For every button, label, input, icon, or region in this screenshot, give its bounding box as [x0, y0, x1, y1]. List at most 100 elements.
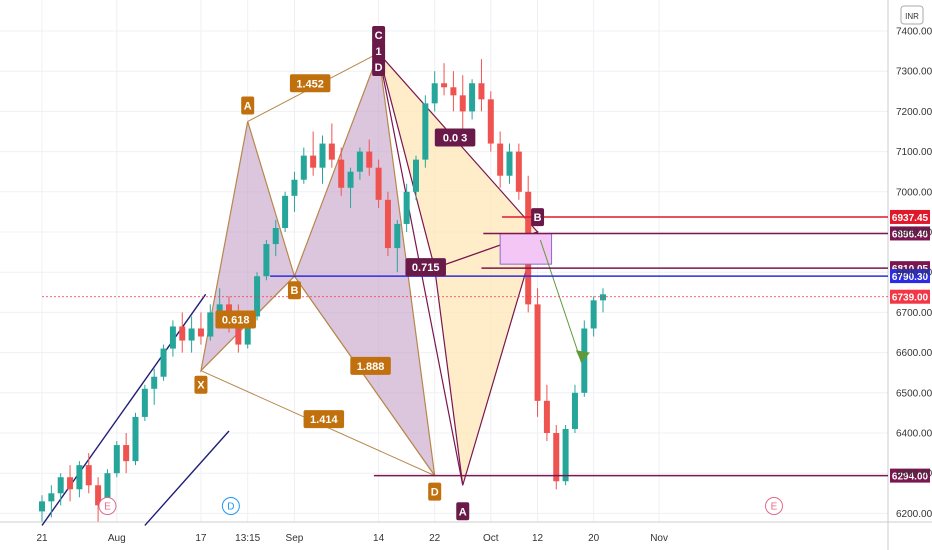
candle-body	[188, 328, 195, 341]
candle-body	[235, 320, 242, 345]
point-a2-label: A	[456, 502, 470, 521]
candle-body	[244, 316, 251, 345]
candle-body	[450, 87, 457, 96]
ratio-top-label-box	[434, 128, 476, 147]
candle-body	[506, 151, 513, 176]
point-b-label-text: B	[290, 285, 298, 297]
candle-body	[581, 328, 588, 393]
price-level-text: 6294.00	[892, 472, 929, 483]
event-marker[interactable]: E	[765, 497, 783, 515]
candle-body	[543, 400, 550, 433]
projection-arrow-line	[539, 239, 582, 363]
event-marker[interactable]: D	[221, 497, 240, 515]
candle-body	[431, 83, 438, 104]
candle-body	[85, 465, 92, 486]
ratio-mid-label-box	[405, 258, 446, 277]
point-b2-label-text: B	[534, 212, 542, 224]
x-tick-label: Oct	[483, 533, 499, 544]
x-tick-label: Aug	[108, 533, 126, 544]
candle-body	[338, 159, 345, 188]
event-marker-circle[interactable]	[98, 497, 117, 515]
price-level-label[interactable]: 6937.45	[890, 209, 930, 224]
point-b-label-box	[287, 281, 301, 300]
x-tick-label: 14	[373, 533, 385, 544]
candle-body	[375, 167, 382, 200]
y-tick-label: 6800.00	[896, 268, 932, 279]
point-d-label-text: D	[431, 487, 439, 499]
y-tick-label: 6900.00	[896, 228, 932, 239]
candle-body	[422, 103, 429, 160]
price-level-label[interactable]: 6790.30	[890, 269, 930, 284]
candle-body	[413, 159, 419, 192]
candle-body	[403, 191, 410, 224]
candle-body	[356, 151, 363, 172]
candles	[39, 59, 606, 522]
price-level-text: 6896.40	[892, 229, 929, 240]
ratio-xad-label-text: 1.414	[310, 414, 338, 426]
candle-body	[67, 477, 74, 490]
price-axis[interactable]: 6937.456896.406810.056790.306739.006294.…	[890, 27, 932, 520]
ratio-mid-label-text: 0.715	[412, 262, 440, 274]
candle-body	[207, 312, 214, 337]
candle-body	[169, 326, 176, 349]
candle-body	[347, 171, 354, 188]
x-tick-label: 17	[195, 533, 207, 544]
ratio-abc-label: 1.452	[289, 74, 331, 93]
price-level-label[interactable]: 6294.00	[890, 468, 930, 483]
price-level-label[interactable]: 6896.40	[890, 226, 930, 241]
point-1-label-box	[372, 42, 386, 60]
ratio-xab-label-text: 0.618	[222, 314, 250, 326]
event-marker-circle[interactable]	[221, 497, 240, 515]
prz-zone	[499, 233, 553, 265]
price-level-text: 6790.30	[892, 272, 929, 283]
y-tick-label: 7300.00	[896, 67, 932, 78]
price-level-label[interactable]: 6739.00	[890, 289, 930, 304]
point-c-label-text: C	[375, 30, 383, 42]
point-a-label-box	[241, 96, 255, 115]
candle-body	[459, 95, 466, 112]
ratio-bcd-label-text: 1.888	[357, 361, 385, 373]
point-b-label: B	[287, 281, 301, 300]
x-tick-label: 12	[532, 533, 544, 544]
point-d2-label-box	[372, 58, 386, 76]
candle-body	[534, 304, 541, 401]
event-marker[interactable]: E	[98, 497, 117, 515]
channel-lower-line	[144, 430, 230, 526]
ratio-abc-label-box	[289, 74, 331, 93]
x-tick-label: 20	[588, 533, 600, 544]
y-tick-label: 6600.00	[896, 348, 932, 359]
y-tick-label: 6200.00	[896, 509, 932, 520]
event-marker-circle[interactable]	[765, 497, 783, 515]
point-d2-label: D	[372, 58, 386, 76]
price-level-box	[890, 226, 930, 241]
price-level-box	[890, 289, 930, 304]
ratio-bcd-label-box	[350, 356, 391, 375]
ratio-xad-label: 1.414	[303, 410, 345, 429]
candle-body	[76, 465, 83, 490]
y-tick-label: 6500.00	[896, 388, 932, 399]
candle-body	[141, 388, 148, 417]
x-tick-label: 13:15	[235, 533, 260, 544]
ratio-xab-label-box	[215, 310, 256, 329]
candle-body	[553, 433, 560, 482]
y-tick-label: 7200.00	[896, 107, 932, 118]
event-marker-text: E	[104, 502, 111, 513]
ratio-top-label-text: 0.0 3	[443, 133, 467, 145]
candle-body	[328, 143, 335, 160]
y-tick-label: 6400.00	[896, 429, 932, 440]
candle-body	[515, 151, 522, 192]
candle-body	[310, 155, 317, 168]
point-x-label-box	[194, 375, 208, 394]
price-level-box	[890, 209, 930, 224]
time-axis[interactable]: 21 Aug 17 13:15 Sep 14 22 Oct 12 20 Nov	[36, 533, 668, 544]
triangle-lower	[434, 231, 539, 486]
candle-body	[104, 473, 111, 506]
candle-body	[113, 445, 120, 474]
point-a-label-text: A	[244, 100, 252, 112]
candle-body	[151, 376, 158, 389]
point-d-label: D	[428, 482, 442, 501]
ratio-abc-label-text: 1.452	[296, 78, 324, 90]
candle-body	[39, 501, 45, 512]
y-tick-label: 7100.00	[896, 147, 932, 158]
